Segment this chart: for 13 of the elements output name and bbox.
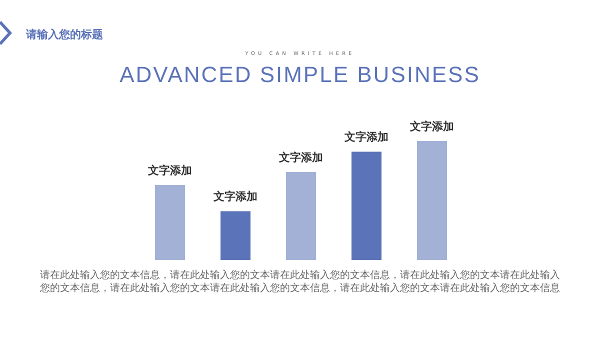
chart-title: ADVANCED SIMPLE BUSINESS: [120, 62, 480, 87]
bar: [417, 141, 447, 260]
x-tick-label: 文字添加: [147, 164, 192, 178]
bar: [286, 172, 316, 260]
x-tick-label: 文字添加: [344, 130, 388, 144]
x-tick-label: 文字添加: [212, 190, 258, 204]
bar: [352, 152, 382, 260]
bar: [220, 211, 250, 260]
bar: [155, 185, 185, 260]
x-tick-label: 文字添加: [409, 120, 454, 133]
text: 请输入您的标题: [25, 28, 103, 41]
text: 请在此处输入您的文本信息，请在此处输入您的文本请在此处输入您的文本信息，请在此处输入您的文本请在此处输入您的文本信息，请在此处输入您的文本请在此处输入您的文本信息，请在此处输入您的文本请在此处输入您的文本信息: [39, 269, 560, 294]
x-tick-label: 文字添加: [278, 150, 323, 164]
